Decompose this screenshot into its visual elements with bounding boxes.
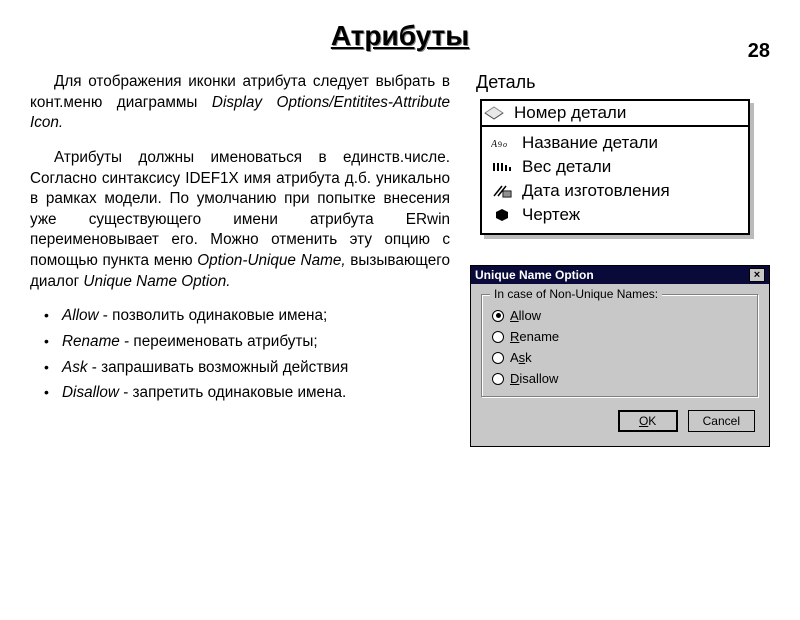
text-column: Для отображения иконки атрибута следует … <box>30 72 450 447</box>
entity-attr-label: Название детали <box>522 133 658 153</box>
list-item: Ask - запрашивать возможный действия <box>40 358 450 379</box>
date-icon <box>490 182 514 200</box>
radio-option-disallow[interactable]: Disallow <box>492 368 748 389</box>
bullet-term: Ask <box>62 359 88 376</box>
bullet-term: Allow <box>62 307 99 324</box>
list-item: Disallow - запретить одинаковые имена. <box>40 383 450 404</box>
radio-icon <box>492 310 504 322</box>
illustration-column: Деталь Номер детали A9o Название детали <box>470 72 770 447</box>
entity-pk-row: Номер детали <box>482 101 748 127</box>
radio-icon <box>492 331 504 343</box>
radio-icon <box>492 352 504 364</box>
bullet-term: Disallow <box>62 384 119 401</box>
radio-option-rename[interactable]: Rename <box>492 326 748 347</box>
entity-attr-label: Чертеж <box>522 205 580 225</box>
paragraph-2: Атрибуты должны именоваться в единств.чи… <box>30 148 450 292</box>
bullet-rest: - запрашивать возможный действия <box>88 359 349 376</box>
entity-attr-label: Вес детали <box>522 157 611 177</box>
entity-title: Деталь <box>470 72 770 97</box>
ok-button[interactable]: OK <box>618 410 678 432</box>
bullet-rest: - позволить одинаковые имена; <box>99 307 328 324</box>
bullet-rest: - переименовать атрибуты; <box>120 333 318 350</box>
entity-attrs: A9o Название детали Вес детали Дата изго… <box>482 127 748 233</box>
radio-label: Ask <box>510 350 532 365</box>
entity-table-wrap: Деталь Номер детали A9o Название детали <box>470 72 770 235</box>
list-item: Allow - позволить одинаковые имена; <box>40 306 450 327</box>
entity-attr-row: Чертеж <box>490 203 740 227</box>
content-area: Для отображения иконки атрибута следует … <box>0 72 800 447</box>
radio-label: Disallow <box>510 371 558 386</box>
bullet-list: Allow - позволить одинаковые имена; Rena… <box>30 306 450 404</box>
entity-attr-row: Вес детали <box>490 155 740 179</box>
entity-attr-label: Дата изготовления <box>522 181 670 201</box>
close-icon[interactable]: × <box>749 268 765 282</box>
radio-label: Allow <box>510 308 541 323</box>
unique-name-dialog: Unique Name Option × In case of Non-Uniq… <box>470 265 770 447</box>
number-icon <box>490 158 514 176</box>
dialog-titlebar: Unique Name Option × <box>471 266 769 284</box>
page-number: 28 <box>748 40 770 63</box>
radio-icon <box>492 373 504 385</box>
entity-attr-row: A9o Название детали <box>490 131 740 155</box>
page-title: Атрибуты <box>0 20 800 52</box>
radio-groupbox: In case of Non-Unique Names: Allow Renam… <box>481 294 759 398</box>
entity-pk-label: Номер детали <box>514 103 626 123</box>
groupbox-title: In case of Non-Unique Names: <box>490 287 662 301</box>
dialog-buttons: OK Cancel <box>481 408 759 436</box>
dialog-title-text: Unique Name Option <box>475 268 594 282</box>
bullet-term: Rename <box>62 333 120 350</box>
bullet-rest: - запретить одинаковые имена. <box>119 384 346 401</box>
dialog-body: In case of Non-Unique Names: Allow Renam… <box>471 284 769 446</box>
p2-italic-1: Option-Unique Name, <box>197 252 345 269</box>
entity-attr-row: Дата изготовления <box>490 179 740 203</box>
cancel-button[interactable]: Cancel <box>688 410 755 432</box>
entity-table: Номер детали A9o Название детали Вес дет… <box>480 99 750 235</box>
radio-label: Rename <box>510 329 559 344</box>
svg-text:A: A <box>491 139 498 150</box>
list-item: Rename - переименовать атрибуты; <box>40 332 450 353</box>
blob-icon <box>490 206 514 224</box>
radio-option-ask[interactable]: Ask <box>492 347 748 368</box>
text-icon: A9o <box>490 134 514 152</box>
radio-option-allow[interactable]: Allow <box>492 305 748 326</box>
svg-text:o: o <box>503 140 507 149</box>
p2-italic-2: Unique Name Option. <box>83 273 230 290</box>
paragraph-1: Для отображения иконки атрибута следует … <box>30 72 450 134</box>
diamond-icon <box>482 104 506 122</box>
svg-text:9: 9 <box>498 140 502 149</box>
